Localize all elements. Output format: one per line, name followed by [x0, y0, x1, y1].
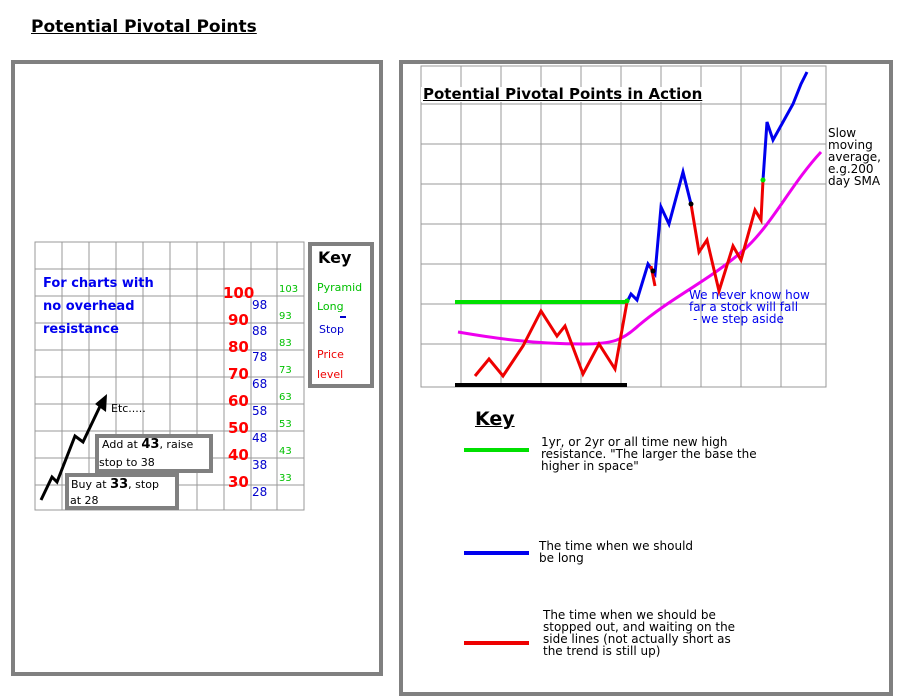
pivot-dot	[624, 298, 630, 304]
key-item-line: side lines (not actually short as	[543, 632, 731, 646]
sma-label-line: average,	[828, 150, 881, 164]
stop-level: 58	[252, 404, 268, 418]
add-box-price: 43	[141, 437, 160, 452]
key-level-label: level	[317, 368, 344, 381]
pyramid-level: 53	[279, 419, 292, 430]
buy-box-line-2: at 28	[70, 494, 99, 507]
sma-line	[457, 150, 823, 346]
key-item-line: 1yr, or 2yr or all time new high	[541, 435, 728, 449]
etc-label: Etc.....	[111, 402, 146, 415]
buy-box-suffix: , stop	[128, 478, 159, 491]
key-stop-label: Stop	[319, 323, 345, 336]
sma-label-line: Slow	[828, 126, 857, 140]
annotation-line: - we step aside	[693, 312, 784, 326]
chart-title: Potential Pivotal Points in Action	[421, 85, 705, 103]
buy-box-price: 33	[110, 477, 129, 492]
key-pyramid-label: Pyramid	[317, 281, 363, 294]
price-line-stopped-2	[689, 179, 765, 297]
key-item-line: stopped out, and waiting on the	[543, 620, 736, 634]
pyramid-level: 73	[279, 365, 292, 376]
price-level: 90	[228, 311, 249, 329]
pivot-dot	[760, 177, 766, 183]
key-item-stopped: The time when we should be stopped out, …	[543, 609, 735, 657]
fall-annotation: We never know how far a stock will fall …	[689, 289, 810, 325]
price-line-long-2	[761, 71, 809, 181]
price-level: 60	[228, 392, 249, 410]
price-level: 70	[228, 365, 249, 383]
pivot-dot	[688, 201, 694, 207]
buy-box-prefix: Buy at	[71, 478, 111, 491]
key-item-line: be long	[539, 551, 584, 565]
left-key-box	[308, 242, 374, 388]
pyramid-level: 63	[279, 392, 292, 403]
pivot-dot	[650, 268, 656, 274]
add-box-line-2: stop to 38	[99, 456, 155, 469]
price-level: 50	[228, 419, 249, 437]
pyramid-level: 83	[279, 338, 292, 349]
left-panel: For charts with no overhead resistance 1…	[11, 60, 383, 676]
sma-label-line: e.g.200	[828, 162, 874, 176]
price-line-long-1	[625, 166, 693, 303]
stop-level: 78	[252, 350, 268, 364]
right-diagram-svg	[420, 65, 827, 645]
sma-label-line: day SMA	[828, 174, 881, 188]
key-item-line: higher in space"	[541, 459, 639, 473]
sma-label: Slow moving average, e.g.200 day SMA	[828, 127, 881, 187]
intro-line-3: resistance	[43, 322, 119, 337]
left-key-title: Key	[318, 248, 352, 267]
stop-level: 28	[252, 485, 268, 499]
stop-level: 48	[252, 431, 268, 445]
buy-box-line-1: Buy at 33, stop	[71, 478, 159, 491]
key-long-label: Long	[317, 300, 344, 313]
right-key-title: Key	[475, 408, 515, 430]
intro-line-1: For charts with	[43, 276, 154, 291]
price-line-stopped	[473, 301, 629, 379]
price-level: 100	[223, 284, 255, 302]
zigzag-arrowhead	[95, 394, 107, 412]
key-item-line: The time when we should	[539, 539, 694, 553]
pyramid-level: 103	[279, 284, 299, 295]
price-level: 30	[228, 473, 249, 491]
price-zigzag-line	[39, 399, 105, 501]
annotation-line: We never know how	[689, 288, 810, 302]
stop-level: 98	[252, 298, 268, 312]
stop-level: 38	[252, 458, 268, 472]
key-item-line: The time when we should be	[543, 608, 716, 622]
price-level: 40	[228, 446, 249, 464]
stop-level: 88	[252, 324, 268, 338]
key-item-long: The time when we should be long	[539, 540, 693, 564]
stop-level: 68	[252, 377, 268, 391]
price-level: 80	[228, 338, 249, 356]
page-title: Potential Pivotal Points	[31, 17, 257, 37]
key-item-line: resistance. "The larger the base the	[541, 447, 757, 461]
pyramid-level: 33	[279, 473, 292, 484]
add-box-suffix: , raise	[159, 438, 194, 451]
add-box-prefix: Add at	[102, 438, 142, 451]
key-item-resistance: 1yr, or 2yr or all time new high resista…	[541, 436, 757, 472]
key-price-label: Price	[317, 348, 344, 361]
intro-line-2: no overhead	[43, 299, 135, 314]
buy-box	[65, 473, 179, 510]
annotation-line: far a stock will fall	[689, 300, 799, 314]
add-box	[95, 434, 213, 473]
sma-label-line: moving	[828, 138, 873, 152]
pyramid-level: 43	[279, 446, 292, 457]
pyramid-level: 93	[279, 311, 292, 322]
left-diagram-svg	[34, 241, 374, 511]
add-box-line-1: Add at 43, raise	[102, 438, 193, 451]
right-panel: Potential Pivotal Points in Action Slow …	[399, 60, 893, 696]
key-item-line: the trend is still up)	[543, 644, 661, 658]
